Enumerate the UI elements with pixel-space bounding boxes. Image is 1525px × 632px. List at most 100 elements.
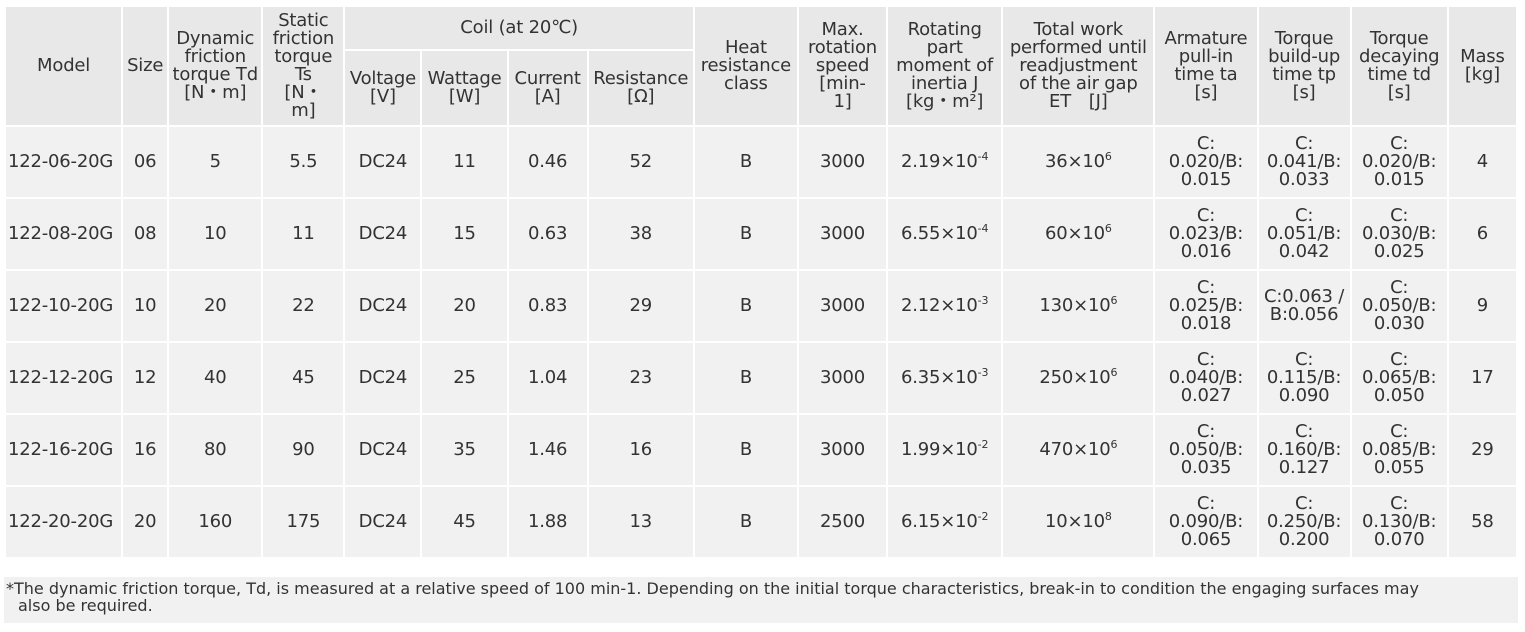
cell-current: 0.46 — [508, 127, 587, 197]
table-row: 122-12-20G 12 40 45 DC24 25 1.04 23 B 30… — [6, 343, 1516, 413]
cell-inertia: 6.35×10-3 — [888, 343, 1002, 413]
cell-inertia: 6.55×10-4 — [888, 199, 1002, 269]
cell-static-torque: 5.5 — [263, 127, 344, 197]
cell-voltage: DC24 — [345, 415, 421, 485]
cell-max-speed: 3000 — [798, 199, 887, 269]
cell-model: 122-20-20G — [6, 487, 122, 557]
cell-wattage: 35 — [422, 415, 507, 485]
cell-inertia: 2.12×10-3 — [888, 271, 1002, 341]
cell-pull-in-time: C: 0.090/B: 0.065 — [1155, 487, 1257, 557]
cell-dynamic-torque: 160 — [169, 487, 262, 557]
cell-decaying-time: C: 0.050/B: 0.030 — [1351, 271, 1447, 341]
cell-total-work: 130×106 — [1003, 271, 1154, 341]
cell-wattage: 25 — [422, 343, 507, 413]
cell-voltage: DC24 — [345, 487, 421, 557]
cell-size: 10 — [123, 271, 168, 341]
cell-heat-class: B — [694, 415, 797, 485]
cell-pull-in-time: C: 0.050/B: 0.035 — [1155, 415, 1257, 485]
cell-model: 122-06-20G — [6, 127, 122, 197]
table-row: 122-16-20G 16 80 90 DC24 35 1.46 16 B 30… — [6, 415, 1516, 485]
cell-decaying-time: C: 0.130/B: 0.070 — [1351, 487, 1447, 557]
cell-resistance: 23 — [588, 343, 693, 413]
footnote-line-2: also be required. — [18, 596, 153, 615]
cell-resistance: 29 — [588, 271, 693, 341]
table-row: 122-20-20G 20 160 175 DC24 45 1.88 13 B … — [6, 487, 1516, 557]
cell-build-up-time: C: 0.051/B: 0.042 — [1258, 199, 1350, 269]
work-exponent: 6 — [1110, 438, 1118, 451]
cell-wattage: 15 — [422, 199, 507, 269]
cell-heat-class: B — [694, 127, 797, 197]
header-model: Model — [6, 7, 122, 125]
cell-heat-class: B — [694, 487, 797, 557]
footnote-line-1: *The dynamic friction torque, Td, is mea… — [6, 579, 1419, 598]
cell-heat-class: B — [694, 343, 797, 413]
cell-heat-class: B — [694, 199, 797, 269]
header-coil-group: Coil (at 20℃) — [345, 7, 693, 49]
cell-wattage: 11 — [422, 127, 507, 197]
cell-build-up-time: C: 0.160/B: 0.127 — [1258, 415, 1350, 485]
header-resistance: Resistance [Ω] — [588, 51, 693, 125]
inertia-exponent: -2 — [977, 510, 989, 523]
work-base: 130×10 — [1039, 295, 1111, 316]
cell-size: 06 — [123, 127, 168, 197]
header-heat-class: Heat resistance class — [694, 7, 797, 125]
cell-voltage: DC24 — [345, 271, 421, 341]
cell-build-up-time: C: 0.250/B: 0.200 — [1258, 487, 1350, 557]
cell-model: 122-12-20G — [6, 343, 122, 413]
cell-model: 122-16-20G — [6, 415, 122, 485]
work-exponent: 6 — [1104, 150, 1112, 163]
table-row: 122-10-20G 10 20 22 DC24 20 0.83 29 B 30… — [6, 271, 1516, 341]
cell-resistance: 38 — [588, 199, 693, 269]
header-total-work: Total work performed until readjustment … — [1003, 7, 1154, 125]
cell-decaying-time: C: 0.030/B: 0.025 — [1351, 199, 1447, 269]
table-row: 122-08-20G 08 10 11 DC24 15 0.63 38 B 30… — [6, 199, 1516, 269]
cell-heat-class: B — [694, 271, 797, 341]
header-mass: Mass [kg] — [1448, 7, 1516, 125]
cell-max-speed: 3000 — [798, 127, 887, 197]
cell-dynamic-torque: 80 — [169, 415, 262, 485]
work-base: 470×10 — [1039, 439, 1111, 460]
cell-current: 1.04 — [508, 343, 587, 413]
footnote: *The dynamic friction torque, Td, is mea… — [4, 577, 1518, 623]
header-decaying-time: Torque decaying time td [s] — [1351, 7, 1447, 125]
cell-mass: 4 — [1448, 127, 1516, 197]
cell-dynamic-torque: 5 — [169, 127, 262, 197]
cell-max-speed: 3000 — [798, 271, 887, 341]
header-wattage: Wattage [W] — [422, 51, 507, 125]
cell-dynamic-torque: 10 — [169, 199, 262, 269]
cell-voltage: DC24 — [345, 199, 421, 269]
cell-pull-in-time: C: 0.040/B: 0.027 — [1155, 343, 1257, 413]
cell-resistance: 16 — [588, 415, 693, 485]
cell-build-up-time: C: 0.041/B: 0.033 — [1258, 127, 1350, 197]
header-max-speed: Max. rotation speed [min- 1] — [798, 7, 887, 125]
header-inertia: Rotating part moment of inertia J [kg・m²… — [888, 7, 1002, 125]
cell-max-speed: 3000 — [798, 415, 887, 485]
cell-current: 0.63 — [508, 199, 587, 269]
cell-decaying-time: C: 0.020/B: 0.015 — [1351, 127, 1447, 197]
cell-current: 0.83 — [508, 271, 587, 341]
inertia-exponent: -2 — [977, 438, 989, 451]
cell-inertia: 2.19×10-4 — [888, 127, 1002, 197]
cell-pull-in-time: C: 0.020/B: 0.015 — [1155, 127, 1257, 197]
cell-decaying-time: C: 0.065/B: 0.050 — [1351, 343, 1447, 413]
cell-wattage: 45 — [422, 487, 507, 557]
cell-voltage: DC24 — [345, 343, 421, 413]
cell-max-speed: 3000 — [798, 343, 887, 413]
cell-total-work: 470×106 — [1003, 415, 1154, 485]
cell-pull-in-time: C: 0.025/B: 0.018 — [1155, 271, 1257, 341]
cell-model: 122-10-20G — [6, 271, 122, 341]
header-size: Size — [123, 7, 168, 125]
cell-resistance: 13 — [588, 487, 693, 557]
work-exponent: 8 — [1104, 510, 1112, 523]
cell-size: 16 — [123, 415, 168, 485]
cell-build-up-time: C: 0.115/B: 0.090 — [1258, 343, 1350, 413]
cell-current: 1.88 — [508, 487, 587, 557]
cell-static-torque: 22 — [263, 271, 344, 341]
cell-inertia: 1.99×10-2 — [888, 415, 1002, 485]
cell-total-work: 36×106 — [1003, 127, 1154, 197]
inertia-base: 6.55×10 — [901, 223, 978, 244]
cell-dynamic-torque: 20 — [169, 271, 262, 341]
cell-pull-in-time: C: 0.023/B: 0.016 — [1155, 199, 1257, 269]
inertia-base: 2.12×10 — [901, 295, 978, 316]
